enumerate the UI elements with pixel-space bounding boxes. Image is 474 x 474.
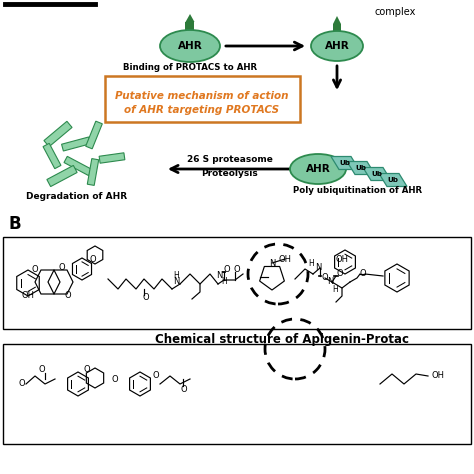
Polygon shape [44,121,72,147]
Text: O: O [64,292,71,301]
Polygon shape [347,162,375,174]
Text: complex: complex [374,7,416,17]
Text: O: O [234,265,240,274]
Text: Ub: Ub [372,171,383,177]
Polygon shape [185,14,194,22]
Text: O: O [360,270,366,279]
Polygon shape [47,165,77,187]
Text: O: O [181,385,187,394]
Polygon shape [333,16,341,24]
Polygon shape [331,156,359,170]
Ellipse shape [311,31,363,61]
Polygon shape [62,137,91,151]
Text: O: O [59,264,65,273]
Polygon shape [43,143,61,169]
Text: O: O [32,265,38,274]
Text: OH: OH [279,255,292,264]
Text: O: O [153,372,159,381]
Text: H: H [308,259,314,268]
Text: Degradation of AHR: Degradation of AHR [27,191,128,201]
Text: O: O [90,255,96,264]
Text: 26 S proteasome: 26 S proteasome [187,155,273,164]
Text: O: O [112,374,118,383]
Text: N: N [173,277,179,286]
Polygon shape [86,121,102,149]
Text: Chemical structure of Apigenin-Protac: Chemical structure of Apigenin-Protac [155,334,409,346]
Text: N: N [327,277,333,286]
Text: OH: OH [431,372,445,381]
Text: N: N [216,271,222,280]
Text: H: H [332,284,338,293]
Text: O: O [322,273,328,283]
Text: Proteolysis: Proteolysis [201,168,258,177]
Text: Binding of PROTACS to AHR: Binding of PROTACS to AHR [123,63,257,72]
Text: AHR: AHR [178,41,202,51]
Bar [333,24,341,36]
Text: of AHR targeting PROTACS: of AHR targeting PROTACS [125,105,280,115]
Text: N: N [269,258,275,267]
Bar [185,22,194,36]
Polygon shape [87,159,99,185]
Text: N: N [315,264,321,273]
Text: O: O [84,365,91,374]
Text: O: O [39,365,46,374]
Bar [3,237,471,329]
Polygon shape [64,156,92,176]
Text: AHR: AHR [306,164,330,174]
Text: O: O [337,270,343,279]
Text: Ub: Ub [339,160,350,166]
Bar [3,344,471,444]
Text: O: O [143,293,149,302]
Text: B: B [8,215,21,233]
Text: Putative mechanism of action: Putative mechanism of action [115,91,289,101]
Text: Ub: Ub [356,165,366,171]
Text: Ub: Ub [388,177,399,183]
Text: AHR: AHR [325,41,349,51]
Text: OH: OH [336,255,348,264]
Ellipse shape [160,30,220,62]
Text: O: O [18,380,25,389]
Bar [105,76,300,122]
Text: H: H [221,277,227,286]
Text: OH: OH [21,291,35,300]
Polygon shape [363,167,391,181]
Polygon shape [379,173,407,186]
Ellipse shape [290,154,346,184]
Text: Poly ubiquitination of AHR: Poly ubiquitination of AHR [293,185,422,194]
Text: H: H [173,271,179,280]
Polygon shape [99,153,125,163]
Text: O: O [224,265,230,274]
